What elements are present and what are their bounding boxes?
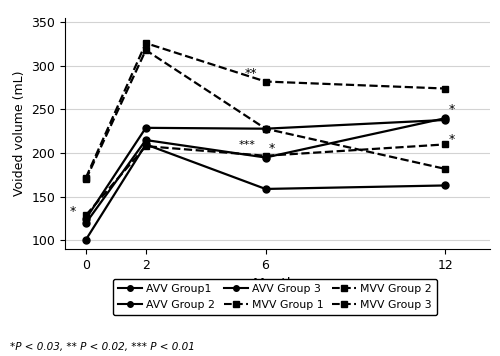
X-axis label: Months: Months [252, 277, 303, 292]
Text: ***: *** [239, 140, 256, 150]
Text: *: * [69, 205, 75, 218]
Text: **: ** [244, 67, 257, 80]
Text: *: * [448, 104, 455, 116]
Y-axis label: Voided volume (mL): Voided volume (mL) [13, 71, 26, 196]
Text: *P < 0.03, ** P < 0.02, *** P < 0.01: *P < 0.03, ** P < 0.02, *** P < 0.01 [10, 342, 195, 352]
Text: *: * [448, 133, 455, 146]
Legend: AVV Group1, AVV Group 2, AVV Group 3, MVV Group 1, MVV Group 2, MVV Group 3: AVV Group1, AVV Group 2, AVV Group 3, MV… [112, 279, 438, 315]
Text: *: * [269, 142, 276, 155]
